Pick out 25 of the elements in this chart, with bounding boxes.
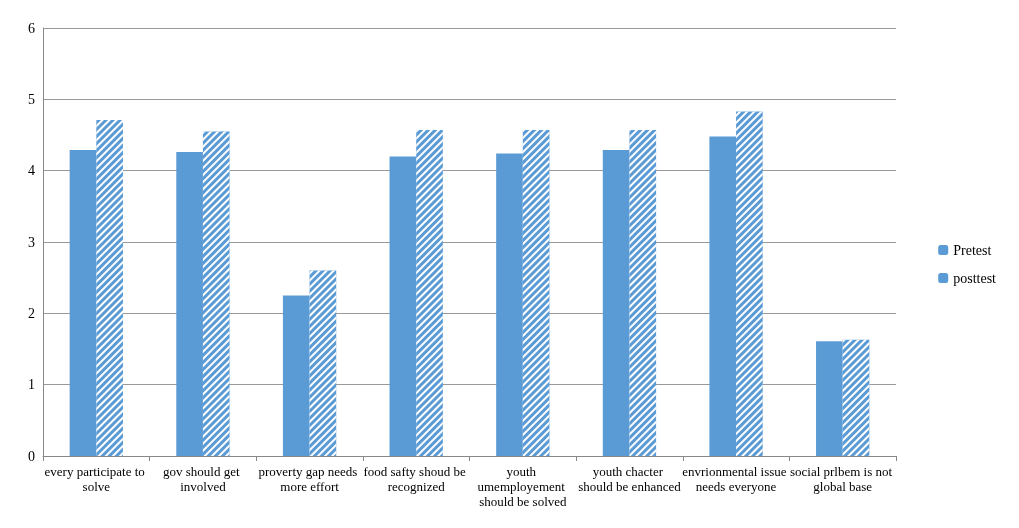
- y-tick-label: 1: [28, 377, 35, 393]
- y-tick-label: 6: [28, 20, 35, 36]
- legend-label: Pretest: [953, 242, 992, 258]
- x-tick-label: youth chacter should be enhanced: [578, 464, 682, 494]
- bar: [816, 341, 843, 456]
- bar: [389, 156, 417, 456]
- x-tick-label: social prlbem is not global base: [789, 464, 896, 494]
- y-tick-label: 2: [28, 305, 35, 321]
- x-tick-label: envrionmental issue needs everyone: [682, 464, 790, 494]
- bar: [176, 152, 203, 456]
- y-tick-label: 5: [28, 91, 35, 107]
- y-tick-label: 3: [28, 234, 35, 250]
- y-tick-label: 0: [28, 448, 35, 464]
- x-tick-label: youth umemployement should be solved: [477, 464, 569, 509]
- x-tick-label: food safty shoud be recognized: [363, 464, 469, 494]
- x-tick-label: every participate to solve: [44, 464, 149, 494]
- y-tick-label: 4: [28, 163, 35, 179]
- bar: [282, 295, 310, 456]
- bar: [69, 149, 97, 456]
- legend-label: posttest: [953, 270, 997, 286]
- bar: [496, 153, 523, 456]
- bar: [709, 136, 737, 456]
- bar: [602, 149, 630, 456]
- x-tick-label: gov should get involved: [163, 464, 243, 494]
- x-tick-label: proverty gap needs more effort: [258, 464, 361, 494]
